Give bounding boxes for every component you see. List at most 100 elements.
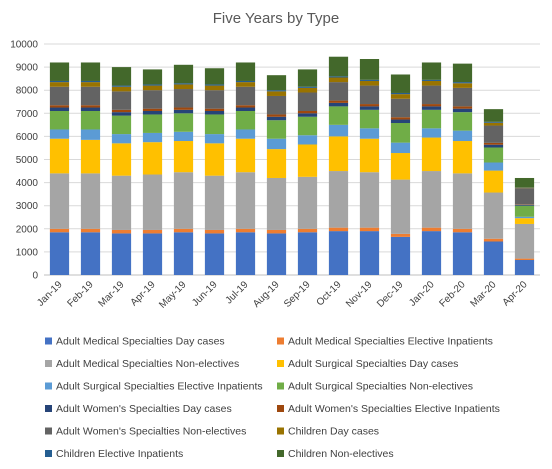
bar-segment: [390, 74, 411, 93]
legend-swatch: [45, 450, 52, 457]
x-tick-label: Aug-19: [251, 279, 282, 310]
bar-segment: [359, 109, 380, 129]
bar-segment: [483, 122, 504, 126]
y-tick-label: 4000: [16, 178, 39, 189]
bar-segment: [173, 232, 194, 275]
bar-segment: [266, 116, 287, 121]
bar-segment: [359, 59, 380, 80]
bar-segment: [390, 119, 411, 124]
bar-segment: [49, 107, 70, 111]
legend-swatch: [45, 360, 52, 367]
legend-swatch: [45, 382, 52, 390]
legend-label: Adult Medical Specialties Day cases: [56, 336, 225, 348]
bar-segment: [390, 94, 411, 99]
x-tick-label: Feb-20: [437, 279, 467, 309]
bar-segment: [483, 162, 504, 171]
bar-segment: [142, 84, 163, 86]
bar-segment: [421, 106, 442, 110]
bar-segment: [173, 84, 194, 90]
bar-segment: [421, 62, 442, 80]
bar-segment: [359, 128, 380, 139]
legend-label: Adult Surgical Specialties Elective Inpa…: [56, 381, 263, 393]
x-tick-label: Oct-19: [315, 279, 344, 308]
bar-segment: [204, 114, 225, 135]
bar-segment: [452, 130, 473, 142]
bar-segment: [111, 109, 132, 113]
bar-segment: [390, 236, 411, 275]
bar-segment: [452, 63, 473, 83]
bar-segment: [390, 153, 411, 180]
bar-segment: [173, 228, 194, 233]
bar-segment: [359, 172, 380, 228]
bar-segment: [235, 172, 256, 229]
bar-segment: [111, 86, 132, 92]
bar-segment: [49, 80, 70, 83]
y-tick-label: 2000: [16, 224, 39, 235]
bar-segment: [204, 110, 225, 115]
bar-segment: [173, 109, 194, 114]
bar-segment: [235, 129, 256, 139]
bar-segment: [421, 109, 442, 129]
bar-segment: [111, 143, 132, 176]
bar-segment: [173, 141, 194, 173]
bar-segment: [204, 143, 225, 176]
bar-segment: [452, 106, 473, 109]
bar-segment: [514, 188, 535, 205]
y-tick-label: 7000: [16, 109, 39, 120]
bar-segment: [49, 82, 70, 87]
bar-segment: [452, 83, 473, 88]
legend-label: Adult Women's Specialties Elective Inpat…: [288, 403, 500, 415]
bar-segment: [390, 92, 411, 95]
bar-segment: [80, 110, 101, 130]
y-tick-label: 6000: [16, 132, 39, 143]
bar-segment: [297, 144, 318, 177]
bar-segment: [483, 121, 504, 123]
bar-segment: [328, 100, 349, 103]
y-axis-ticks: 0 1000 2000 3000 4000 5000 6000 7000 8000 9000 100…: [10, 40, 38, 282]
bar-segment: [266, 90, 287, 92]
bar-segment: [142, 229, 163, 234]
bar-segment: [359, 106, 380, 110]
bar-segment: [328, 82, 349, 101]
bar-segment: [359, 138, 380, 173]
x-tick-label: Jan-20: [407, 279, 437, 309]
bar-segment: [142, 142, 163, 175]
bar-segment: [173, 107, 194, 110]
bar-segment: [204, 175, 225, 230]
bar-segment: [421, 137, 442, 172]
bar-segment: [266, 233, 287, 275]
bar-segment: [235, 110, 256, 130]
x-tick-label: Jan-19: [35, 279, 65, 309]
bar-segment: [49, 173, 70, 229]
bar-segment: [297, 176, 318, 229]
bar-segment: [514, 216, 535, 219]
bar-segment: [80, 232, 101, 275]
bar-segment: [49, 129, 70, 139]
bar-segment: [483, 142, 504, 145]
bar-segment: [142, 132, 163, 143]
bar-segment: [204, 85, 225, 91]
bar-segment: [483, 192, 504, 239]
bar-segment: [173, 113, 194, 132]
bar-segment: [483, 144, 504, 148]
legend-label: Children Elective Inpatients: [56, 448, 183, 460]
bar-segment: [390, 142, 411, 154]
bar-segment: [49, 232, 70, 275]
bar-segment: [297, 86, 318, 88]
bar-segment: [359, 227, 380, 232]
bar-segment: [142, 90, 163, 109]
bar-segment: [297, 228, 318, 233]
bar-segment: [111, 175, 132, 230]
bar-segment: [297, 116, 318, 136]
bar-segment: [49, 105, 70, 108]
bar-segment: [452, 173, 473, 229]
bar-segment: [421, 231, 442, 275]
y-tick-label: 9000: [16, 63, 39, 74]
legend-swatch: [277, 337, 284, 345]
bar-segment: [235, 138, 256, 173]
legend-swatch: [277, 382, 284, 390]
bar-segment: [421, 80, 442, 86]
bar-segment: [266, 120, 287, 139]
bar-segment: [80, 139, 101, 174]
bar-segment: [328, 231, 349, 275]
